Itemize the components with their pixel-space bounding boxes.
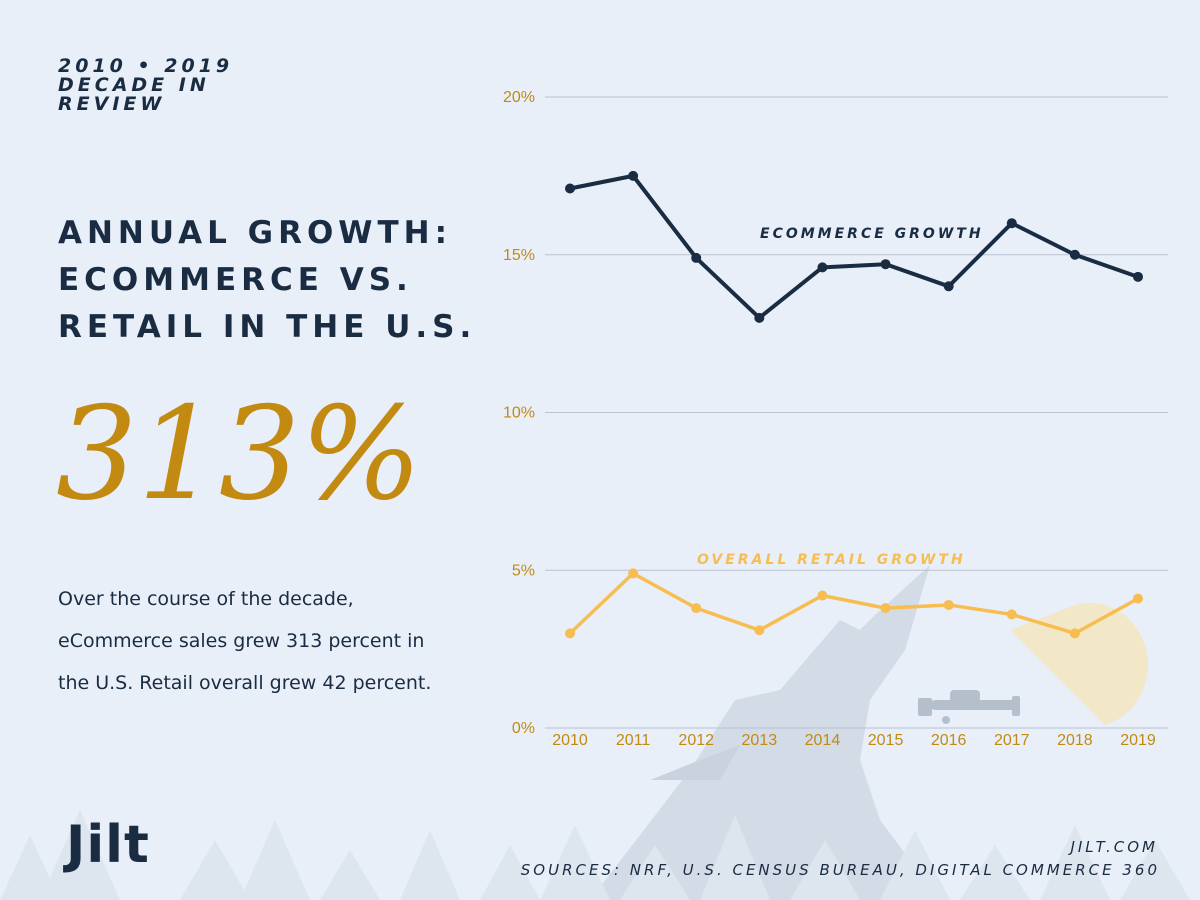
y-axis-ticks: 0% 5% 10% 15% 20%: [503, 89, 535, 737]
retail-point: [1006, 609, 1017, 620]
kicker-line: REVIEW: [58, 93, 166, 115]
ecommerce-point: [1133, 271, 1143, 282]
x-tick-label: 2011: [616, 732, 651, 749]
growth-stat: 313%: [56, 380, 422, 529]
x-axis-ticks: 2010 2011 2012 2013 2014 2015 2016 2017 2018 2019: [552, 732, 1156, 749]
y-tick-label: 0%: [512, 720, 535, 737]
retail-point: [1069, 628, 1080, 639]
title-line: RETAIL IN THE U.S.: [58, 309, 477, 345]
pine-trees-illustration: [0, 810, 1190, 900]
x-tick-label: 2014: [805, 732, 841, 749]
x-tick-label: 2019: [1120, 732, 1156, 749]
retail-point: [880, 603, 891, 614]
ecommerce-line: [568, 173, 1140, 320]
ecommerce-point: [565, 183, 575, 194]
ecommerce-point: [691, 252, 702, 263]
x-tick-label: 2018: [1057, 732, 1093, 749]
page-title: ANNUAL GROWTH: ECOMMERCE VS. RETAIL IN T…: [58, 210, 478, 351]
summary-line: the U.S. Retail overall grew 42 percent.: [58, 672, 432, 694]
x-tick-label: 2010: [552, 732, 588, 749]
footer-sources: SOURCES: NRF, U.S. CENSUS BUREAU, DIGITA…: [520, 861, 1160, 879]
decade-kicker: 2010 • 2019 DECADE IN REVIEW: [58, 57, 298, 114]
x-tick-label: 2016: [931, 732, 967, 749]
jilt-logo: Jilt: [66, 815, 150, 875]
ecommerce-point: [817, 262, 828, 273]
sun-illustration: [1010, 602, 1148, 725]
y-tick-label: 20%: [503, 89, 535, 106]
series-points: [565, 170, 1143, 639]
series-label-retail: OVERALL RETAIL GROWTH: [697, 552, 966, 568]
chart-gridlines: [545, 96, 1168, 729]
retail-point: [691, 603, 702, 614]
retail-point: [1133, 593, 1143, 604]
summary-line: eCommerce sales grew 313 percent in: [58, 630, 425, 652]
title-line: ECOMMERCE VS.: [58, 262, 413, 298]
x-tick-label: 2013: [742, 732, 778, 749]
footer-site-link[interactable]: JILT.COM: [1070, 838, 1158, 856]
retail-point: [628, 568, 639, 579]
summary-text: Over the course of the decade, eCommerce…: [58, 578, 478, 704]
title-line: ANNUAL GROWTH:: [58, 215, 452, 251]
retail-point: [565, 628, 575, 639]
x-tick-label: 2012: [678, 732, 714, 749]
series-lines: [568, 173, 1140, 636]
y-tick-label: 5%: [512, 562, 535, 579]
ecommerce-point: [943, 281, 954, 292]
retail-point: [943, 599, 954, 610]
retail-line: [568, 571, 1140, 636]
ecommerce-point: [1006, 218, 1017, 229]
summary-line: Over the course of the decade,: [58, 588, 354, 610]
airplane-illustration: [918, 690, 1020, 724]
kicker-line: DECADE IN: [58, 74, 210, 96]
y-tick-label: 10%: [503, 405, 535, 422]
retail-point: [754, 625, 765, 636]
ecommerce-point: [1069, 249, 1080, 260]
series-label-ecommerce: ECOMMERCE GROWTH: [760, 226, 984, 242]
ecommerce-point: [754, 312, 765, 323]
ecommerce-point: [880, 259, 891, 270]
y-tick-label: 15%: [503, 247, 535, 264]
retail-point: [817, 590, 828, 601]
ecommerce-point: [628, 170, 639, 181]
mountain-illustration: [590, 565, 940, 900]
kicker-line: 2010 • 2019: [58, 55, 234, 77]
x-tick-label: 2015: [868, 732, 904, 749]
x-tick-label: 2017: [994, 732, 1030, 749]
